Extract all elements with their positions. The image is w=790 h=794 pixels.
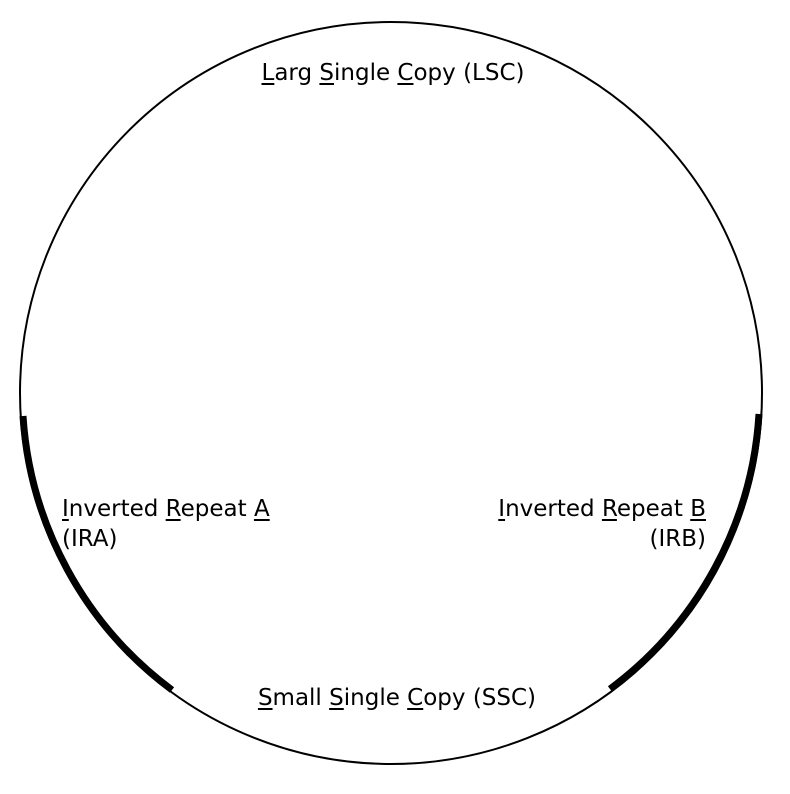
label-initial: R [601, 496, 617, 522]
inverted-repeat-a-arc [19, 415, 175, 693]
genome-circle [19, 21, 763, 765]
label-fragment: ingle [343, 685, 408, 711]
irb-abbrev: (IRB) [649, 526, 707, 552]
label-initial: R [165, 496, 181, 522]
label-initial: S [257, 685, 273, 711]
ira-label-text: Inverted Repeat A [62, 494, 270, 524]
label-initial: C [407, 685, 424, 711]
label-initial: I [498, 496, 506, 522]
label-fragment: nverted [505, 496, 602, 522]
ssc-label-text: Small Single Copy (SSC) [258, 685, 536, 711]
label-fragment: mall [272, 685, 330, 711]
ssc-label: Small Single Copy (SSC) [0, 683, 790, 713]
label-fragment: epeat [616, 496, 691, 522]
label-initial: A [253, 496, 270, 522]
lsc-label: Larg Single Copy (LSC) [0, 58, 786, 88]
label-initial: S [319, 60, 334, 86]
label-fragment: epeat [180, 496, 254, 522]
label-fragment: nverted [68, 496, 166, 522]
label-initial: B [690, 496, 706, 522]
ira-label: Inverted Repeat A (IRA) [62, 494, 270, 554]
irb-label-text: Inverted Repeat B [498, 494, 706, 524]
irb-label: Inverted Repeat B (IRB) [498, 494, 706, 554]
label-fragment: ingle [334, 60, 398, 86]
label-initial: S [329, 685, 344, 711]
label-initial: L [261, 60, 275, 86]
label-initial: I [62, 496, 69, 522]
label-fragment: opy (SSC) [423, 685, 537, 711]
label-fragment: opy (LSC) [413, 60, 525, 86]
inverted-repeat-b-arc [607, 413, 763, 692]
label-fragment: arg [274, 60, 320, 86]
lsc-label-text: Larg Single Copy (LSC) [262, 60, 525, 86]
label-initial: C [397, 60, 414, 86]
ira-abbrev: (IRA) [62, 526, 118, 552]
